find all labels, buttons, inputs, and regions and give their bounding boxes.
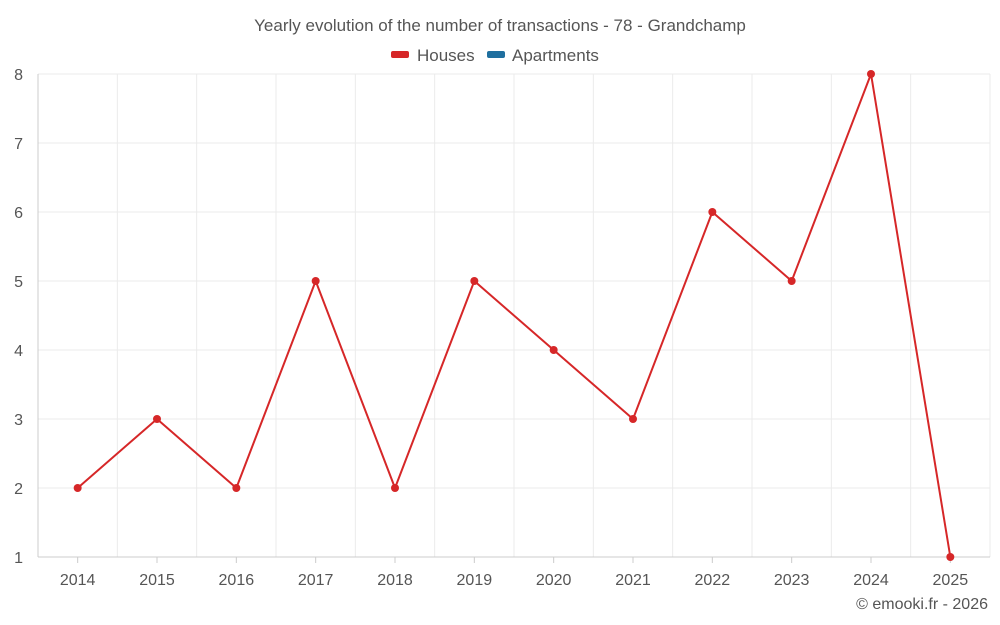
legend-label-apartments[interactable]: Apartments [512,46,599,65]
x-tick-label: 2023 [774,572,810,589]
legend-swatch-apartments [487,51,505,58]
x-axis-ticks: 2014 2015 2016 2017 2018 2019 2020 2021 2022 2023… [60,557,968,589]
legend-swatch-houses [391,51,409,58]
credit-text: © emooki.fr - 2026 [856,596,988,613]
x-tick-label: 2024 [853,572,889,589]
data-point-houses[interactable] [787,277,796,285]
data-point-houses[interactable] [391,484,399,492]
axes [37,74,990,558]
x-tick-label: 2025 [933,572,969,589]
legend: Houses Apartments [391,46,599,65]
y-tick-label: 2 [14,481,23,498]
y-tick-label: 7 [14,136,23,153]
data-point-houses[interactable] [73,484,82,492]
data-point-houses[interactable] [708,208,717,216]
x-tick-label: 2021 [615,572,651,589]
y-tick-label: 8 [14,67,23,84]
y-tick-label: 4 [14,343,23,360]
x-tick-label: 2017 [298,572,334,589]
x-tick-label: 2016 [219,572,255,589]
data-point-houses[interactable] [470,277,479,285]
x-tick-label: 2018 [377,572,413,589]
data-point-houses[interactable] [153,415,161,423]
x-tick-label: 2015 [139,572,175,589]
data-point-houses[interactable] [629,415,637,423]
y-tick-label: 6 [14,205,23,222]
data-point-houses[interactable] [867,70,875,78]
y-axis-ticks: 1 2 3 4 5 6 7 8 [14,67,23,567]
x-tick-label: 2019 [457,572,493,589]
y-tick-label: 1 [14,550,23,567]
data-point-houses[interactable] [232,484,241,492]
data-point-houses[interactable] [549,346,558,354]
data-point-houses[interactable] [311,277,320,285]
series-line-houses [77,73,952,558]
chart-title: Yearly evolution of the number of transa… [254,16,746,35]
data-point-houses[interactable] [946,553,955,561]
y-tick-label: 3 [14,412,23,429]
legend-label-houses[interactable]: Houses [417,46,475,65]
y-tick-label: 5 [14,274,23,291]
x-tick-label: 2020 [536,572,572,589]
x-tick-label: 2014 [60,572,96,589]
x-tick-label: 2022 [695,572,731,589]
series-group [73,70,955,561]
